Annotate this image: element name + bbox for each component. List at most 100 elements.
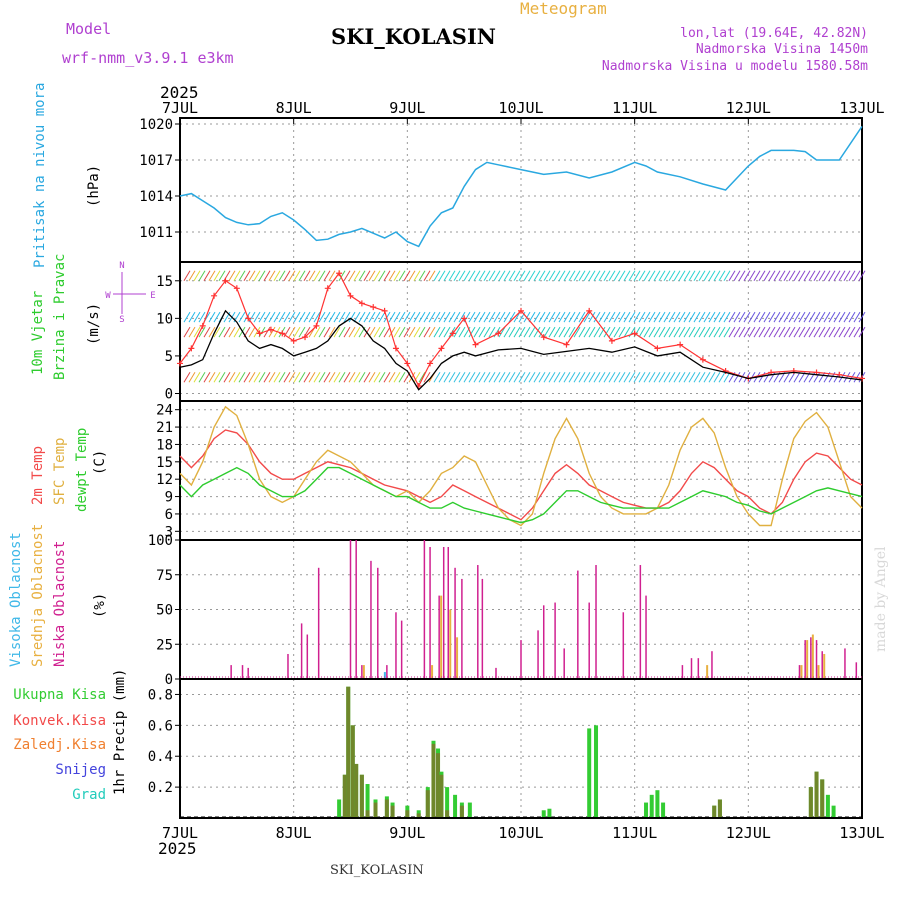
y-tick-label: 0.4 [148, 749, 173, 765]
wind-barb [663, 371, 671, 383]
gust-marker [256, 330, 263, 337]
wind-barb [208, 311, 216, 323]
wind-barb [413, 270, 421, 282]
wind-barb [763, 326, 771, 338]
wind-barb [678, 311, 686, 323]
wind-barb [673, 371, 681, 383]
wind-barb [748, 270, 756, 282]
y-tick-label: 100 [148, 533, 173, 549]
wind-barb [573, 371, 581, 383]
day-label-top: 11JUL [612, 99, 657, 117]
wind-barb [808, 326, 816, 338]
wind-barb [553, 371, 561, 383]
wind-barb [598, 371, 606, 383]
wind-barb [828, 270, 836, 282]
day-label-bottom: 9JUL [389, 824, 425, 842]
wind-barb [348, 270, 356, 282]
wind-barb [843, 311, 851, 323]
wind-barb [273, 311, 281, 323]
wind-barb [278, 270, 286, 282]
wind-barb [603, 371, 611, 383]
wind-barb [663, 270, 671, 282]
wind-barb [838, 311, 846, 323]
wind-barb [263, 326, 271, 338]
precip-total-bar [453, 794, 458, 817]
wind-barb [658, 311, 666, 323]
wind-barb [543, 326, 551, 338]
wind-barb [803, 270, 811, 282]
wind-barb [433, 326, 441, 338]
wind-barb [833, 311, 841, 323]
wind-barb [583, 326, 591, 338]
wind-barb [273, 270, 281, 282]
gust-marker [586, 307, 593, 314]
precip-conv-bar [717, 799, 722, 817]
wind-barb [698, 311, 706, 323]
day-label-bottom: 11JUL [612, 824, 657, 842]
gust-marker [233, 285, 240, 292]
wind-barb [778, 326, 786, 338]
wind-barb [193, 311, 201, 323]
wind-barb [808, 270, 816, 282]
wind-barb [803, 311, 811, 323]
wind-barb [843, 326, 851, 338]
wind-barb [578, 326, 586, 338]
wind-barb [228, 371, 236, 383]
wind-barb [783, 311, 791, 323]
wind-barb [763, 270, 771, 282]
wind-barb [268, 326, 276, 338]
y-tick-label: 0.6 [148, 718, 173, 734]
wind-barb [533, 270, 541, 282]
wind-barb [203, 326, 211, 338]
wind-barb [443, 311, 451, 323]
wind-barb [288, 371, 296, 383]
gust-marker [302, 334, 309, 341]
wind-barb [658, 270, 666, 282]
wind-barb [683, 311, 691, 323]
wind-barb [233, 326, 241, 338]
y-tick-label: 0.8 [148, 687, 173, 703]
wind-barb [248, 270, 256, 282]
cloud-units: (%) [92, 593, 108, 618]
wind-barb [773, 326, 781, 338]
wind-barb [423, 326, 431, 338]
wind-barb [308, 270, 316, 282]
wind-barb [478, 371, 486, 383]
precip-total-bar [644, 802, 649, 817]
wind-barb [728, 326, 736, 338]
wind-barb [758, 270, 766, 282]
wind-axis-label-1: 10m Vjetar [30, 291, 46, 375]
wind-barb [228, 270, 236, 282]
wind-barb [628, 371, 636, 383]
wind-barb [383, 371, 391, 383]
wind-barb [523, 326, 531, 338]
wind-barb [418, 371, 426, 383]
gust-marker [222, 277, 229, 284]
wind-barb [243, 270, 251, 282]
wind-barb [518, 371, 526, 383]
gust-marker [495, 330, 502, 337]
wind-barb [558, 270, 566, 282]
wind-barb [633, 311, 641, 323]
wind-barb [488, 311, 496, 323]
wind-barb [553, 270, 561, 282]
gust-marker [608, 337, 615, 344]
wind-barb [583, 270, 591, 282]
gust-marker [404, 360, 411, 367]
wind-barb [373, 270, 381, 282]
wind-barb [693, 326, 701, 338]
wind-barb [373, 371, 381, 383]
wind-barb [448, 270, 456, 282]
gust-marker [699, 356, 706, 363]
wind-barb [493, 311, 501, 323]
gust-marker [336, 270, 343, 277]
wind-barb [358, 311, 366, 323]
wind-barb [378, 270, 386, 282]
wind-barb [543, 311, 551, 323]
day-label-bottom: 8JUL [276, 824, 312, 842]
wind-barb [533, 311, 541, 323]
wind-barb [188, 270, 196, 282]
series-dewpt-temp [179, 466, 863, 524]
wind-barb [418, 270, 426, 282]
wind-barb [508, 311, 516, 323]
